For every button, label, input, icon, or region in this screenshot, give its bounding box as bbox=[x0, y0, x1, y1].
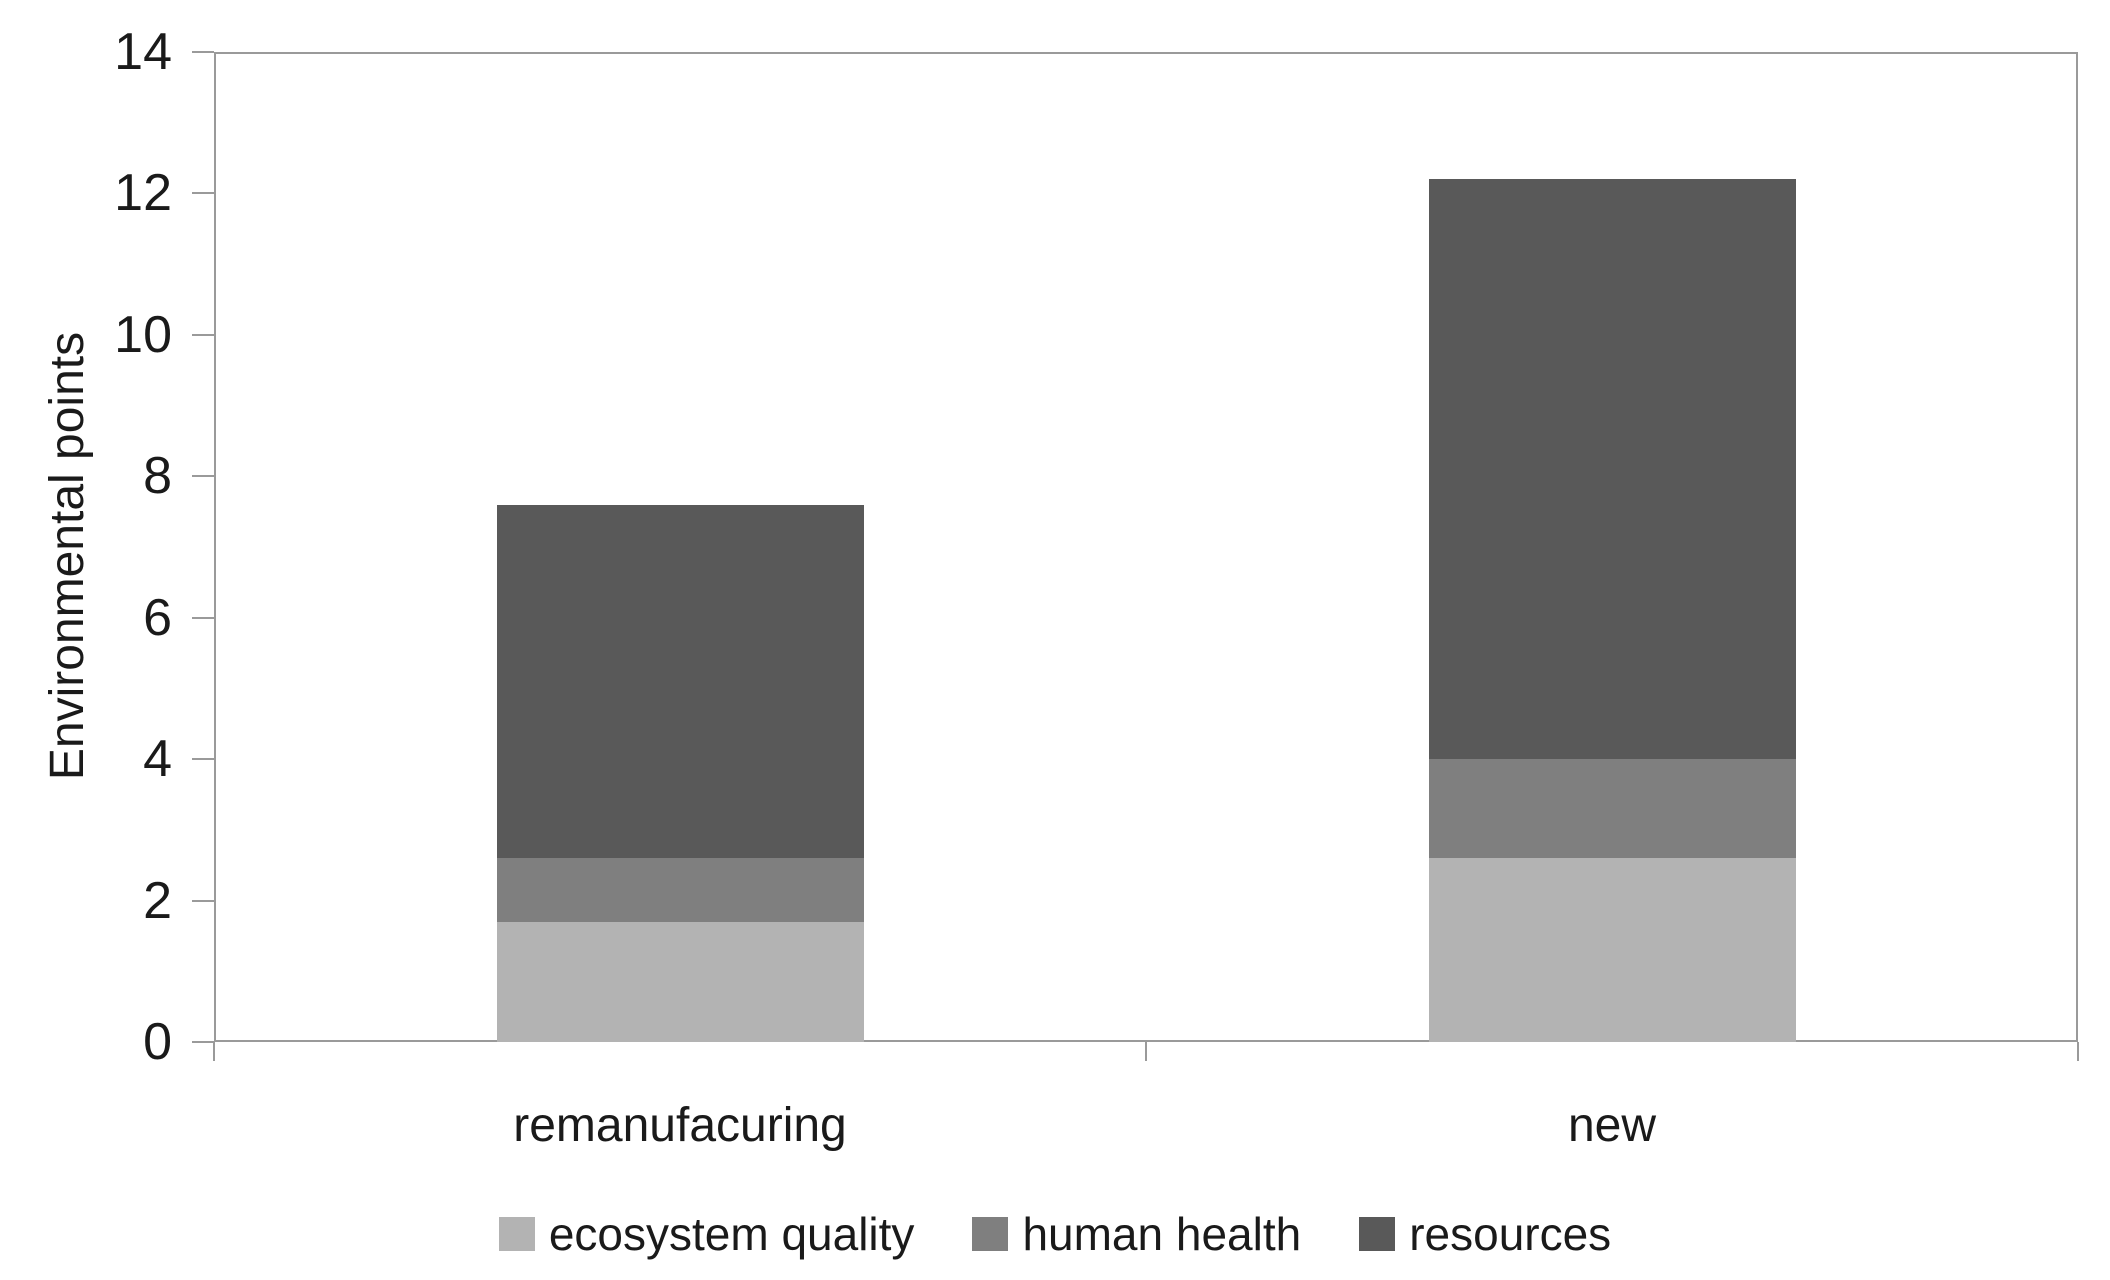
legend-label: resources bbox=[1409, 1208, 1612, 1260]
y-tick-mark bbox=[192, 616, 214, 619]
x-category-label-remanufacuring: remanufacuring bbox=[513, 1099, 847, 1152]
legend-swatch-icon bbox=[1359, 1217, 1396, 1251]
legend-label: human health bbox=[1022, 1208, 1302, 1260]
legend-item-human-health: human health bbox=[972, 1204, 1301, 1264]
plot-area bbox=[214, 52, 2078, 1042]
bar-segment-human-health-remanufacuring bbox=[496, 858, 864, 922]
y-tick-mark bbox=[192, 758, 214, 761]
y-tick-mark bbox=[192, 51, 214, 53]
legend-label: ecosystem quality bbox=[548, 1208, 915, 1260]
legend-item-ecosystem-quality: ecosystem quality bbox=[498, 1204, 915, 1264]
legend: ecosystem quality human health resources bbox=[0, 1204, 2110, 1264]
y-tick-label: 6 bbox=[143, 588, 172, 647]
x-tick-mark bbox=[2077, 1042, 2079, 1061]
y-tick-label: 8 bbox=[143, 447, 172, 506]
bar-segment-resources-new bbox=[1428, 179, 1796, 760]
y-tick-label: 0 bbox=[143, 1013, 172, 1071]
y-tick-label: 10 bbox=[114, 305, 172, 364]
legend-item-resources: resources bbox=[1359, 1204, 1611, 1264]
bar-segment-ecosystem-quality-new bbox=[1428, 858, 1796, 1042]
y-tick-mark bbox=[192, 1041, 214, 1043]
x-tick-mark bbox=[213, 1042, 215, 1061]
legend-swatch-icon bbox=[498, 1217, 535, 1251]
bar-segment-resources-remanufacuring bbox=[496, 504, 864, 859]
y-tick-mark bbox=[192, 899, 214, 902]
y-tick-mark bbox=[192, 192, 214, 195]
y-tick-label: 12 bbox=[114, 164, 172, 223]
y-tick-mark bbox=[192, 475, 214, 478]
y-tick-mark bbox=[192, 333, 214, 336]
bar-segment-human-health-new bbox=[1428, 759, 1796, 859]
x-tick-mark bbox=[1145, 1042, 1147, 1061]
x-category-label-new: new bbox=[1567, 1099, 1657, 1152]
legend-swatch-icon bbox=[972, 1217, 1009, 1251]
y-tick-label: 14 bbox=[114, 23, 172, 81]
bar-segment-ecosystem-quality-remanufacuring bbox=[496, 921, 864, 1042]
y-tick-label: 2 bbox=[143, 871, 172, 930]
y-tick-label: 4 bbox=[143, 730, 172, 789]
